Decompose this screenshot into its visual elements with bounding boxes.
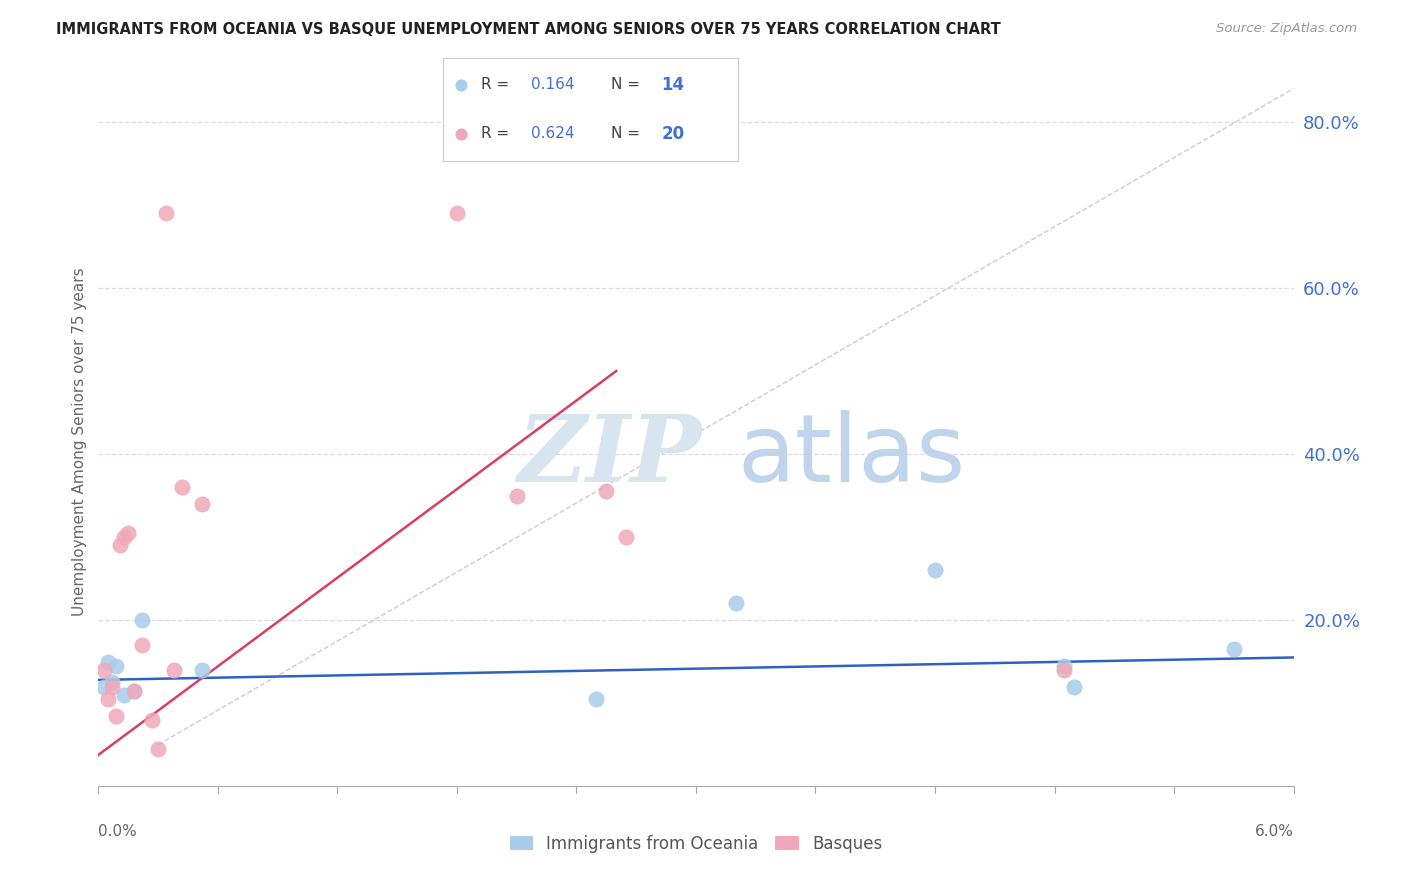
Point <box>450 127 472 141</box>
Point <box>110 538 132 552</box>
Point <box>191 663 214 677</box>
Point <box>131 613 153 627</box>
Point <box>446 206 468 220</box>
Point <box>93 680 115 694</box>
Point <box>117 525 139 540</box>
Point <box>112 530 135 544</box>
Point <box>105 708 128 723</box>
Point <box>595 484 617 499</box>
Text: 0.0%: 0.0% <box>98 823 138 838</box>
Text: atlas: atlas <box>738 410 966 502</box>
Point <box>148 741 170 756</box>
Text: N =: N = <box>612 127 645 142</box>
Text: 6.0%: 6.0% <box>1254 823 1294 838</box>
Point <box>101 680 124 694</box>
Text: 0.164: 0.164 <box>531 77 575 92</box>
Point <box>450 78 472 92</box>
Point <box>105 658 128 673</box>
Point <box>97 655 120 669</box>
Point <box>124 683 146 698</box>
Text: 0.624: 0.624 <box>531 127 575 142</box>
Point <box>506 489 529 503</box>
Point <box>163 663 186 677</box>
Point <box>124 683 146 698</box>
Point <box>191 497 214 511</box>
Point <box>172 480 194 494</box>
Point <box>614 530 637 544</box>
Point <box>93 663 115 677</box>
Point <box>924 563 946 577</box>
Point <box>1223 642 1246 657</box>
Point <box>131 638 153 652</box>
Legend: Immigrants from Oceania, Basques: Immigrants from Oceania, Basques <box>503 828 889 860</box>
Point <box>97 692 120 706</box>
Text: Source: ZipAtlas.com: Source: ZipAtlas.com <box>1216 22 1357 36</box>
Point <box>141 713 163 727</box>
Text: R =: R = <box>481 127 515 142</box>
Point <box>1053 658 1076 673</box>
Point <box>1053 663 1076 677</box>
Text: N =: N = <box>612 77 645 92</box>
Point <box>1063 680 1085 694</box>
Text: ZIP: ZIP <box>517 411 702 501</box>
Text: IMMIGRANTS FROM OCEANIA VS BASQUE UNEMPLOYMENT AMONG SENIORS OVER 75 YEARS CORRE: IMMIGRANTS FROM OCEANIA VS BASQUE UNEMPL… <box>56 22 1001 37</box>
Point <box>724 597 747 611</box>
Text: 14: 14 <box>661 76 685 94</box>
Text: 20: 20 <box>661 125 685 143</box>
Text: R =: R = <box>481 77 515 92</box>
Point <box>101 675 124 690</box>
Point <box>155 206 177 220</box>
Point <box>585 692 607 706</box>
Y-axis label: Unemployment Among Seniors over 75 years: Unemployment Among Seniors over 75 years <box>72 268 87 615</box>
Point <box>112 688 135 702</box>
